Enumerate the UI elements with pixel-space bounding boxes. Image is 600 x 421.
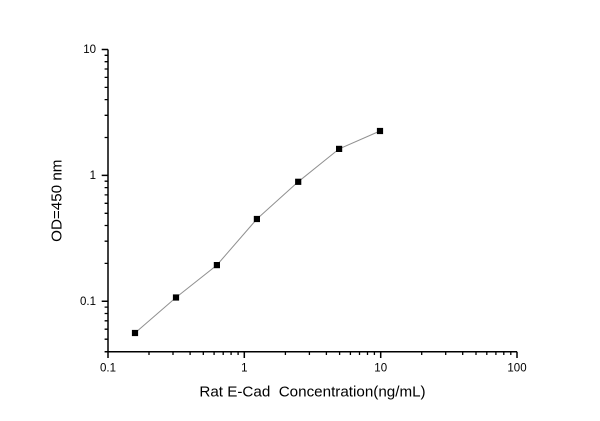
svg-text:1: 1	[241, 362, 247, 374]
svg-text:10: 10	[374, 362, 387, 374]
svg-text:OD=450 nm: OD=450 nm	[49, 160, 66, 242]
svg-text:Rat E-Cad Concentration(ng/mL: Rat E-Cad Concentration(ng/mL)	[199, 383, 425, 400]
svg-text:0.1: 0.1	[80, 296, 96, 308]
svg-text:1: 1	[90, 170, 96, 182]
svg-text:100: 100	[507, 362, 526, 374]
svg-text:0.1: 0.1	[100, 362, 116, 374]
svg-text:10: 10	[83, 44, 96, 56]
